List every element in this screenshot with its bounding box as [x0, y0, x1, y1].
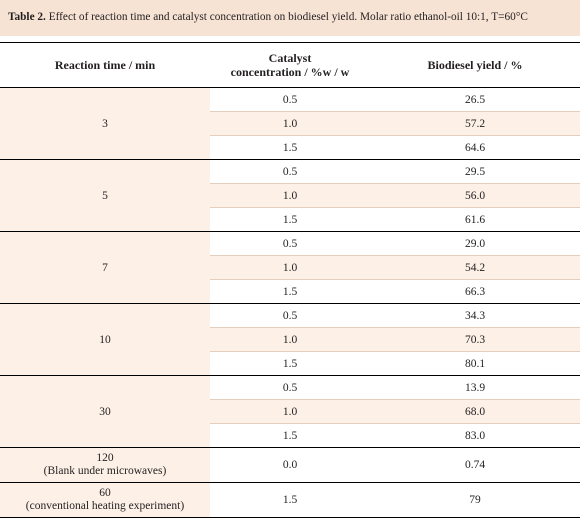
biodiesel-yield-cell: 83.0 — [370, 423, 580, 448]
biodiesel-yield-cell: 80.1 — [370, 351, 580, 376]
table-row: 1.0 68.0 — [0, 399, 580, 424]
reaction-time-value: 30 — [99, 405, 111, 418]
header-reaction-time: Reaction time / min — [0, 43, 210, 88]
table-row: 1.0 70.3 — [0, 327, 580, 352]
table-row: 1.5 83.0 — [0, 423, 580, 448]
catalyst-concentration-cell: 1.0 — [210, 327, 370, 352]
catalyst-concentration-cell: 0.5 — [210, 159, 370, 184]
table-header-row: Reaction time / min Catalyst concentrati… — [0, 43, 580, 88]
data-table: Reaction time / min Catalyst concentrati… — [0, 43, 580, 518]
biodiesel-yield-cell: 64.6 — [370, 135, 580, 160]
biodiesel-yield-cell: 13.9 — [370, 375, 580, 400]
biodiesel-yield-cell: 56.0 — [370, 183, 580, 208]
biodiesel-yield-cell: 70.3 — [370, 327, 580, 352]
header-catalyst-line1: Catalyst — [268, 51, 312, 65]
table-caption: Table 2. Effect of reaction time and cat… — [0, 0, 580, 36]
biodiesel-yield-cell: 34.3 — [370, 303, 580, 328]
header-catalyst-line2: concentration / %w / w — [230, 65, 350, 79]
catalyst-concentration-cell: 1.5 — [210, 279, 370, 304]
table-top-rule — [0, 42, 580, 43]
biodiesel-yield-cell: 0.74 — [370, 447, 580, 483]
table-row: 1.0 56.0 — [0, 183, 580, 208]
header-biodiesel-yield: Biodiesel yield / % — [370, 43, 580, 88]
biodiesel-yield-cell: 61.6 — [370, 207, 580, 232]
biodiesel-yield-cell: 29.5 — [370, 159, 580, 184]
reaction-time-value: 3 — [102, 117, 108, 130]
table-row: 10 0.5 34.3 — [0, 303, 580, 376]
reaction-time-cell: 3 — [0, 87, 210, 160]
biodiesel-yield-cell: 57.2 — [370, 111, 580, 136]
biodiesel-yield-cell: 79 — [370, 482, 580, 518]
table-row: 1.5 66.3 — [0, 279, 580, 304]
biodiesel-yield-cell: 66.3 — [370, 279, 580, 304]
catalyst-concentration-cell: 0.5 — [210, 375, 370, 400]
catalyst-concentration-cell: 1.5 — [210, 351, 370, 376]
reaction-time-cell: 5 — [0, 159, 210, 232]
reaction-time-cell: 30 — [0, 375, 210, 448]
biodiesel-yield-cell: 29.0 — [370, 231, 580, 256]
table-row: 1.0 54.2 — [0, 255, 580, 280]
catalyst-concentration-cell: 0.5 — [210, 231, 370, 256]
catalyst-concentration-cell: 1.0 — [210, 399, 370, 424]
catalyst-concentration-cell: 1.5 — [210, 135, 370, 160]
table-row: 5 0.5 29.5 — [0, 159, 580, 232]
catalyst-concentration-cell: 1.0 — [210, 183, 370, 208]
biodiesel-yield-cell: 54.2 — [370, 255, 580, 280]
reaction-time-value: 7 — [102, 261, 108, 274]
reaction-time-cell: 7 — [0, 231, 210, 304]
catalyst-concentration-cell: 1.0 — [210, 255, 370, 280]
table-row: 60 (conventional heating experiment) 1.5 79 — [0, 482, 580, 518]
table-row: 1.5 61.6 — [0, 207, 580, 232]
biodiesel-yield-cell: 68.0 — [370, 399, 580, 424]
table-body: 3 0.5 26.5 1.0 57.2 1.5 64.6 5 0.5 29.5 1.0 56.0 1.5… — [0, 87, 580, 518]
table-row: 7 0.5 29.0 — [0, 231, 580, 304]
table-caption-text: Effect of reaction time and catalyst con… — [45, 11, 528, 23]
catalyst-concentration-cell: 1.5 — [210, 482, 370, 518]
biodiesel-yield-cell: 26.5 — [370, 87, 580, 112]
catalyst-concentration-cell: 0.0 — [210, 447, 370, 483]
table-row: 1.5 80.1 — [0, 351, 580, 376]
catalyst-concentration-cell: 1.5 — [210, 207, 370, 232]
table-row: 1.5 64.6 — [0, 135, 580, 160]
reaction-time-value: 60 — [99, 487, 111, 499]
table-row: 30 0.5 13.9 — [0, 375, 580, 448]
reaction-time-note: (Blank under microwaves) — [43, 465, 167, 477]
catalyst-concentration-cell: 0.5 — [210, 303, 370, 328]
reaction-time-note: (conventional heating experiment) — [25, 500, 185, 512]
reaction-time-cell: 60 (conventional heating experiment) — [0, 482, 210, 518]
reaction-time-value: 10 — [99, 333, 111, 346]
catalyst-concentration-cell: 1.0 — [210, 111, 370, 136]
reaction-time-cell: 120 (Blank under microwaves) — [0, 447, 210, 483]
table-row: 3 0.5 26.5 — [0, 87, 580, 160]
reaction-time-cell: 10 — [0, 303, 210, 376]
catalyst-concentration-cell: 1.5 — [210, 423, 370, 448]
reaction-time-value: 120 — [96, 452, 114, 464]
table-row: 120 (Blank under microwaves) 0.0 0.74 — [0, 447, 580, 483]
reaction-time-value: 5 — [102, 189, 108, 202]
table-caption-label: Table 2. — [8, 11, 46, 23]
catalyst-concentration-cell: 0.5 — [210, 87, 370, 112]
header-catalyst-concentration: Catalyst concentration / %w / w — [210, 43, 370, 88]
table-row: 1.0 57.2 — [0, 111, 580, 136]
